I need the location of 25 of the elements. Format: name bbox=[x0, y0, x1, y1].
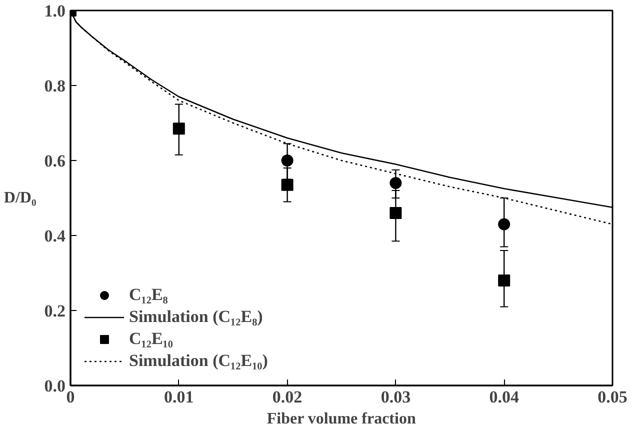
x-tick-label: 0.03 bbox=[380, 388, 411, 406]
y-axis-title: D/D₀ bbox=[4, 190, 36, 206]
y-tick-label: 0.2 bbox=[44, 302, 66, 320]
y-tick-label: 0.0 bbox=[44, 376, 66, 396]
x-tick-label: 0.04 bbox=[489, 388, 520, 406]
point bbox=[498, 218, 510, 230]
point bbox=[390, 177, 402, 189]
point bbox=[498, 274, 510, 286]
legend-label: Simulation (C₁₂E₈) bbox=[129, 307, 263, 327]
y-tick-label: 0.6 bbox=[44, 152, 66, 170]
x-tick-label: 0.05 bbox=[598, 388, 628, 406]
y-tick-label: 0.8 bbox=[44, 76, 66, 96]
point bbox=[172, 122, 185, 135]
x-tick-label: 0.01 bbox=[164, 388, 194, 406]
y-tick-label: 0.4 bbox=[44, 226, 66, 246]
point bbox=[281, 178, 294, 191]
y-tick-label: 1.0 bbox=[44, 2, 66, 20]
x-tick-label: 0 bbox=[66, 388, 75, 406]
point bbox=[281, 154, 294, 166]
legend-label: C₁₂E₁₀ bbox=[129, 329, 174, 349]
legend-label: C₁₂E₈ bbox=[129, 285, 168, 305]
x-tick-label: 0.02 bbox=[272, 388, 302, 406]
x-axis-title: Fiber volume fraction bbox=[266, 410, 416, 428]
point bbox=[390, 207, 402, 219]
legend-label: Simulation (C₁₂E₁₀) bbox=[129, 351, 268, 371]
